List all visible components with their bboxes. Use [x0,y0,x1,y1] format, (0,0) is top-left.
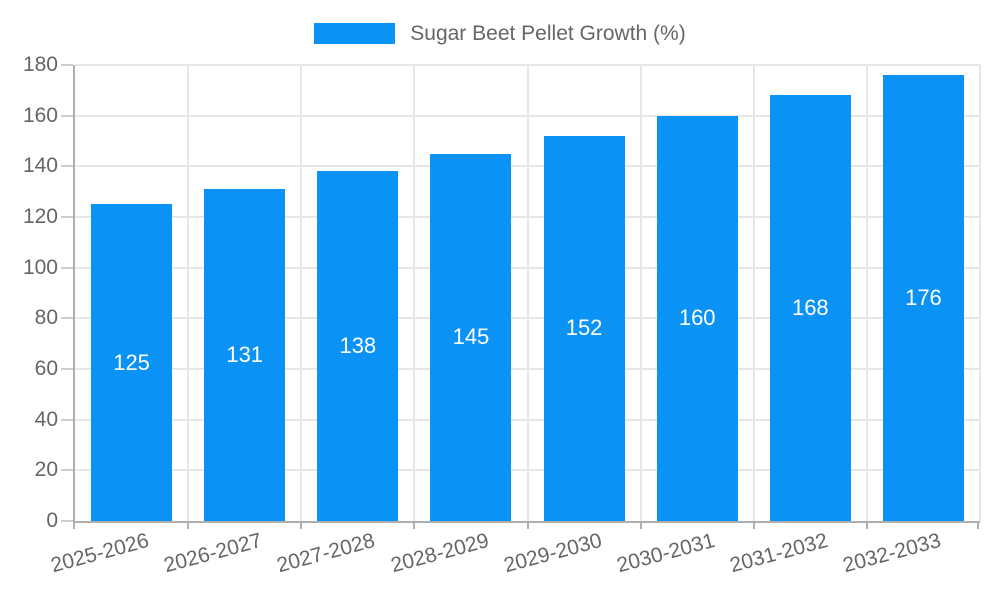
y-tick-mark [61,266,73,269]
y-tick-mark [61,114,73,117]
y-tick-label: 140 [22,154,58,178]
x-tick-mark [752,521,755,529]
bar-value-label: 145 [452,324,490,350]
y-tick-label: 120 [22,205,58,228]
bar: 131 [204,189,286,521]
legend[interactable]: Sugar Beet Pellet Growth (%) [0,20,1000,46]
x-tick-label: 2027-2028 [274,529,378,578]
bar: 145 [430,153,512,521]
y-tick-label: 180 [22,53,58,76]
x-tick-mark [300,521,303,529]
bar-value-label: 176 [905,285,942,311]
y-tick-mark [61,317,73,320]
y-tick-mark [61,216,73,218]
x-tick-mark [413,521,416,529]
y-axis-line [73,65,75,523]
y-tick-label: 100 [22,255,58,279]
bar-value-label: 160 [678,305,716,331]
x-tick-label: 2028-2029 [387,529,491,578]
y-tick-mark [61,165,73,168]
legend-swatch [314,22,396,44]
v-gridline [526,65,529,521]
v-gridline [752,65,755,521]
x-tick-mark [639,521,642,529]
y-tick-label: 160 [22,103,58,127]
y-tick-mark [61,64,73,66]
bar: 152 [543,135,625,521]
bar-value-label: 152 [565,315,603,341]
bar-value-label: 131 [226,342,264,368]
v-gridline [865,65,868,521]
x-tick-label: 2029-2030 [501,529,605,578]
y-tick-label: 0 [46,509,58,532]
bar-value-label: 168 [791,295,829,321]
plot-area: 0 20 40 60 80 100 120 140 160 180 125 131 138 145 152 1… [23,53,981,577]
x-tick-label: 2032-2033 [840,529,944,578]
y-tick-mark [61,368,73,370]
x-tick-label: 2031-2032 [727,529,831,578]
v-gridline [979,65,981,521]
v-gridline [639,65,642,521]
y-tick-mark [61,520,73,522]
v-gridline [187,65,190,521]
v-gridline [300,65,303,521]
x-tick-mark [977,521,979,529]
x-tick-mark [526,521,529,529]
bar: 125 [91,204,173,521]
y-tick-label: 20 [34,458,58,482]
y-tick-mark [61,418,73,421]
y-tick-label: 60 [34,357,58,380]
x-tick-mark [73,521,75,529]
y-tick-label: 40 [34,407,58,431]
y-tick-label: 80 [34,306,58,330]
v-gridline [413,65,416,521]
bar-value-label: 125 [113,349,150,375]
bar: 138 [317,171,399,521]
x-tick-label: 2026-2027 [161,529,265,578]
x-tick-label: 2025-2026 [48,529,152,578]
bar: 176 [882,75,964,521]
x-tick-mark [865,521,868,529]
bar: 168 [769,95,851,521]
bar: 160 [656,115,738,521]
legend-label: Sugar Beet Pellet Growth (%) [410,21,686,45]
bar-value-label: 138 [339,333,377,359]
x-tick-label: 2030-2031 [614,529,718,578]
y-tick-mark [61,469,73,472]
x-tick-mark [187,521,190,529]
